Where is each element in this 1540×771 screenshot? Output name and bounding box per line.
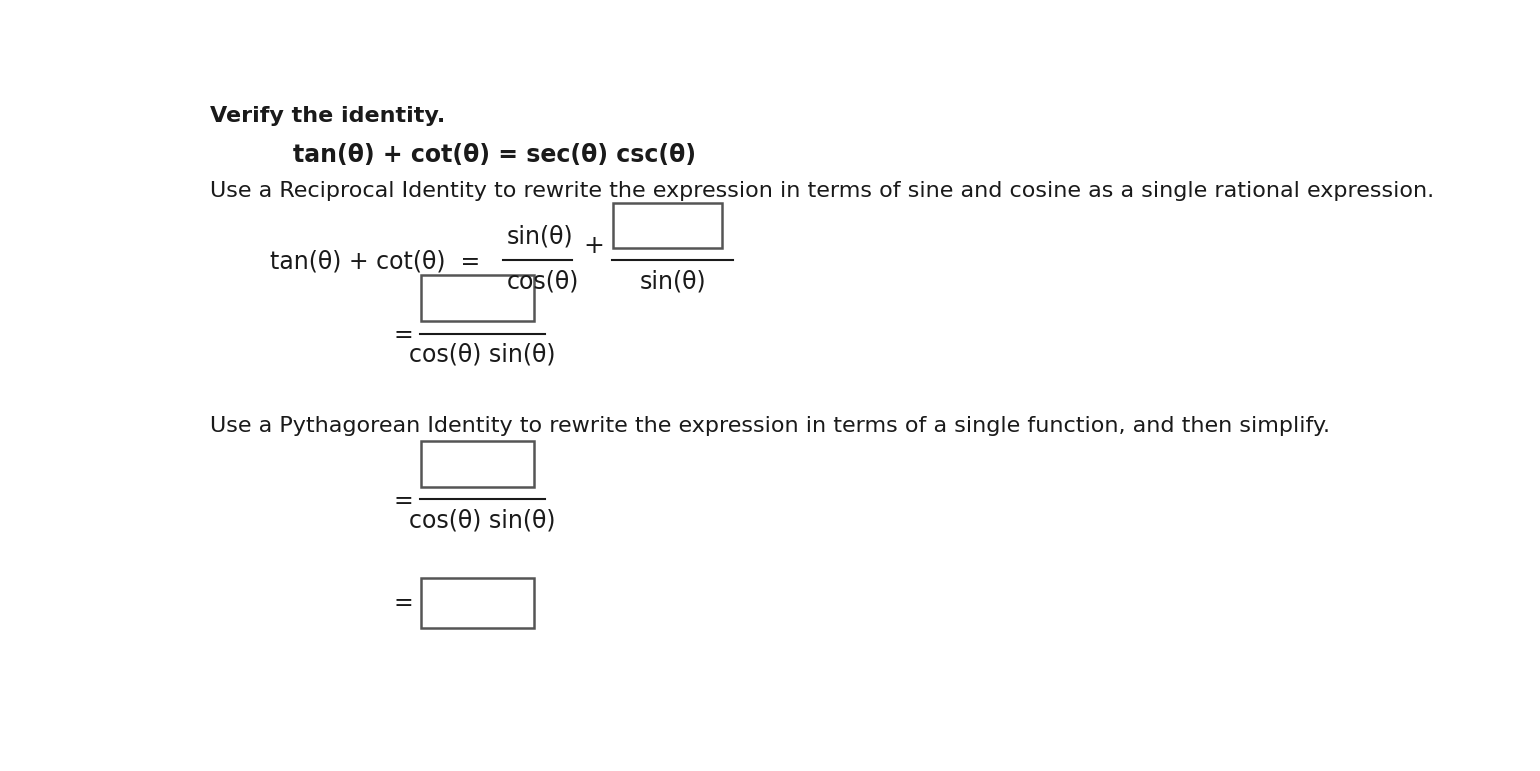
Text: cos(θ) sin(θ): cos(θ) sin(θ) (410, 343, 556, 367)
Text: =: = (394, 591, 414, 614)
Text: Verify the identity.: Verify the identity. (209, 106, 445, 126)
Bar (420, 275, 533, 322)
Text: Use a Reciprocal Identity to rewrite the expression in terms of sine and cosine : Use a Reciprocal Identity to rewrite the… (209, 181, 1434, 201)
Bar (420, 440, 533, 487)
Bar (420, 577, 533, 628)
Text: cos(θ) sin(θ): cos(θ) sin(θ) (410, 508, 556, 532)
Text: cos(θ): cos(θ) (507, 270, 579, 294)
Text: tan(θ) + cot(θ)  =: tan(θ) + cot(θ) = (270, 250, 480, 274)
Text: tan(θ) + cot(θ) = sec(θ) csc(θ): tan(θ) + cot(θ) = sec(θ) csc(θ) (293, 143, 696, 167)
Text: =: = (394, 323, 414, 347)
Text: =: = (394, 489, 414, 513)
Text: sin(θ): sin(θ) (507, 224, 573, 248)
Text: Use a Pythagorean Identity to rewrite the expression in terms of a single functi: Use a Pythagorean Identity to rewrite th… (209, 416, 1329, 436)
Bar (613, 204, 722, 248)
Text: sin(θ): sin(θ) (639, 270, 705, 294)
Text: +: + (584, 234, 605, 258)
